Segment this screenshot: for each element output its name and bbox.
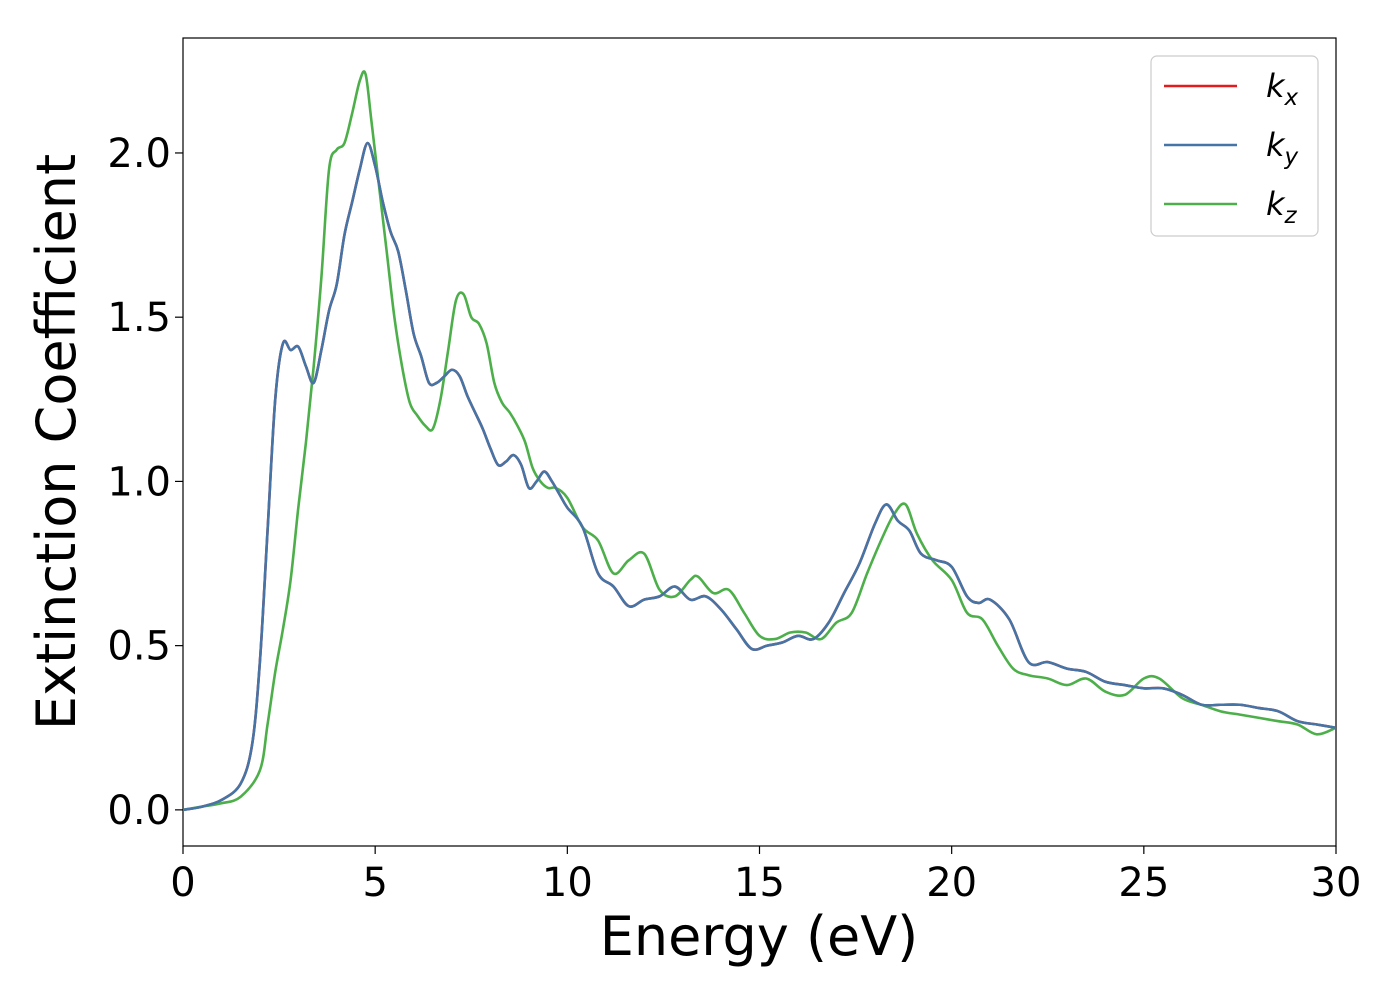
series-line-ky [183, 141, 1336, 812]
y-tick-label: 1.0 [107, 459, 171, 505]
x-tick-label: 20 [926, 860, 977, 906]
legend-label-ky: ky [1266, 126, 1299, 170]
legend-label-main: k [1266, 126, 1286, 164]
x-axis-ticks: 0 5 10 15 20 25 30 [170, 846, 1361, 906]
legend-label-main: k [1266, 185, 1286, 223]
legend-label-subscript: z [1284, 203, 1298, 229]
legend-label-subscript: x [1284, 85, 1299, 111]
x-tick-label: 5 [362, 860, 387, 906]
legend-label-main: k [1266, 67, 1286, 105]
y-axis-title: Extinction Coefficient [25, 154, 88, 730]
y-tick-label: 0.0 [107, 788, 171, 834]
y-tick-label: 1.5 [107, 295, 171, 341]
series-group [183, 70, 1336, 812]
x-tick-label: 30 [1311, 860, 1362, 906]
x-tick-label: 10 [542, 860, 593, 906]
x-tick-label: 0 [170, 860, 195, 906]
y-axis-ticks: 0.0 0.5 1.0 1.5 2.0 [107, 131, 183, 834]
x-tick-label: 25 [1118, 860, 1169, 906]
y-tick-label: 0.5 [107, 624, 171, 670]
legend-label-kx: kx [1266, 67, 1299, 111]
legend-label-kz: kz [1266, 185, 1298, 229]
x-tick-label: 15 [734, 860, 785, 906]
x-axis-title: Energy (eV) [600, 905, 919, 968]
y-tick-label: 2.0 [107, 131, 171, 177]
legend-label-subscript: y [1284, 144, 1299, 170]
